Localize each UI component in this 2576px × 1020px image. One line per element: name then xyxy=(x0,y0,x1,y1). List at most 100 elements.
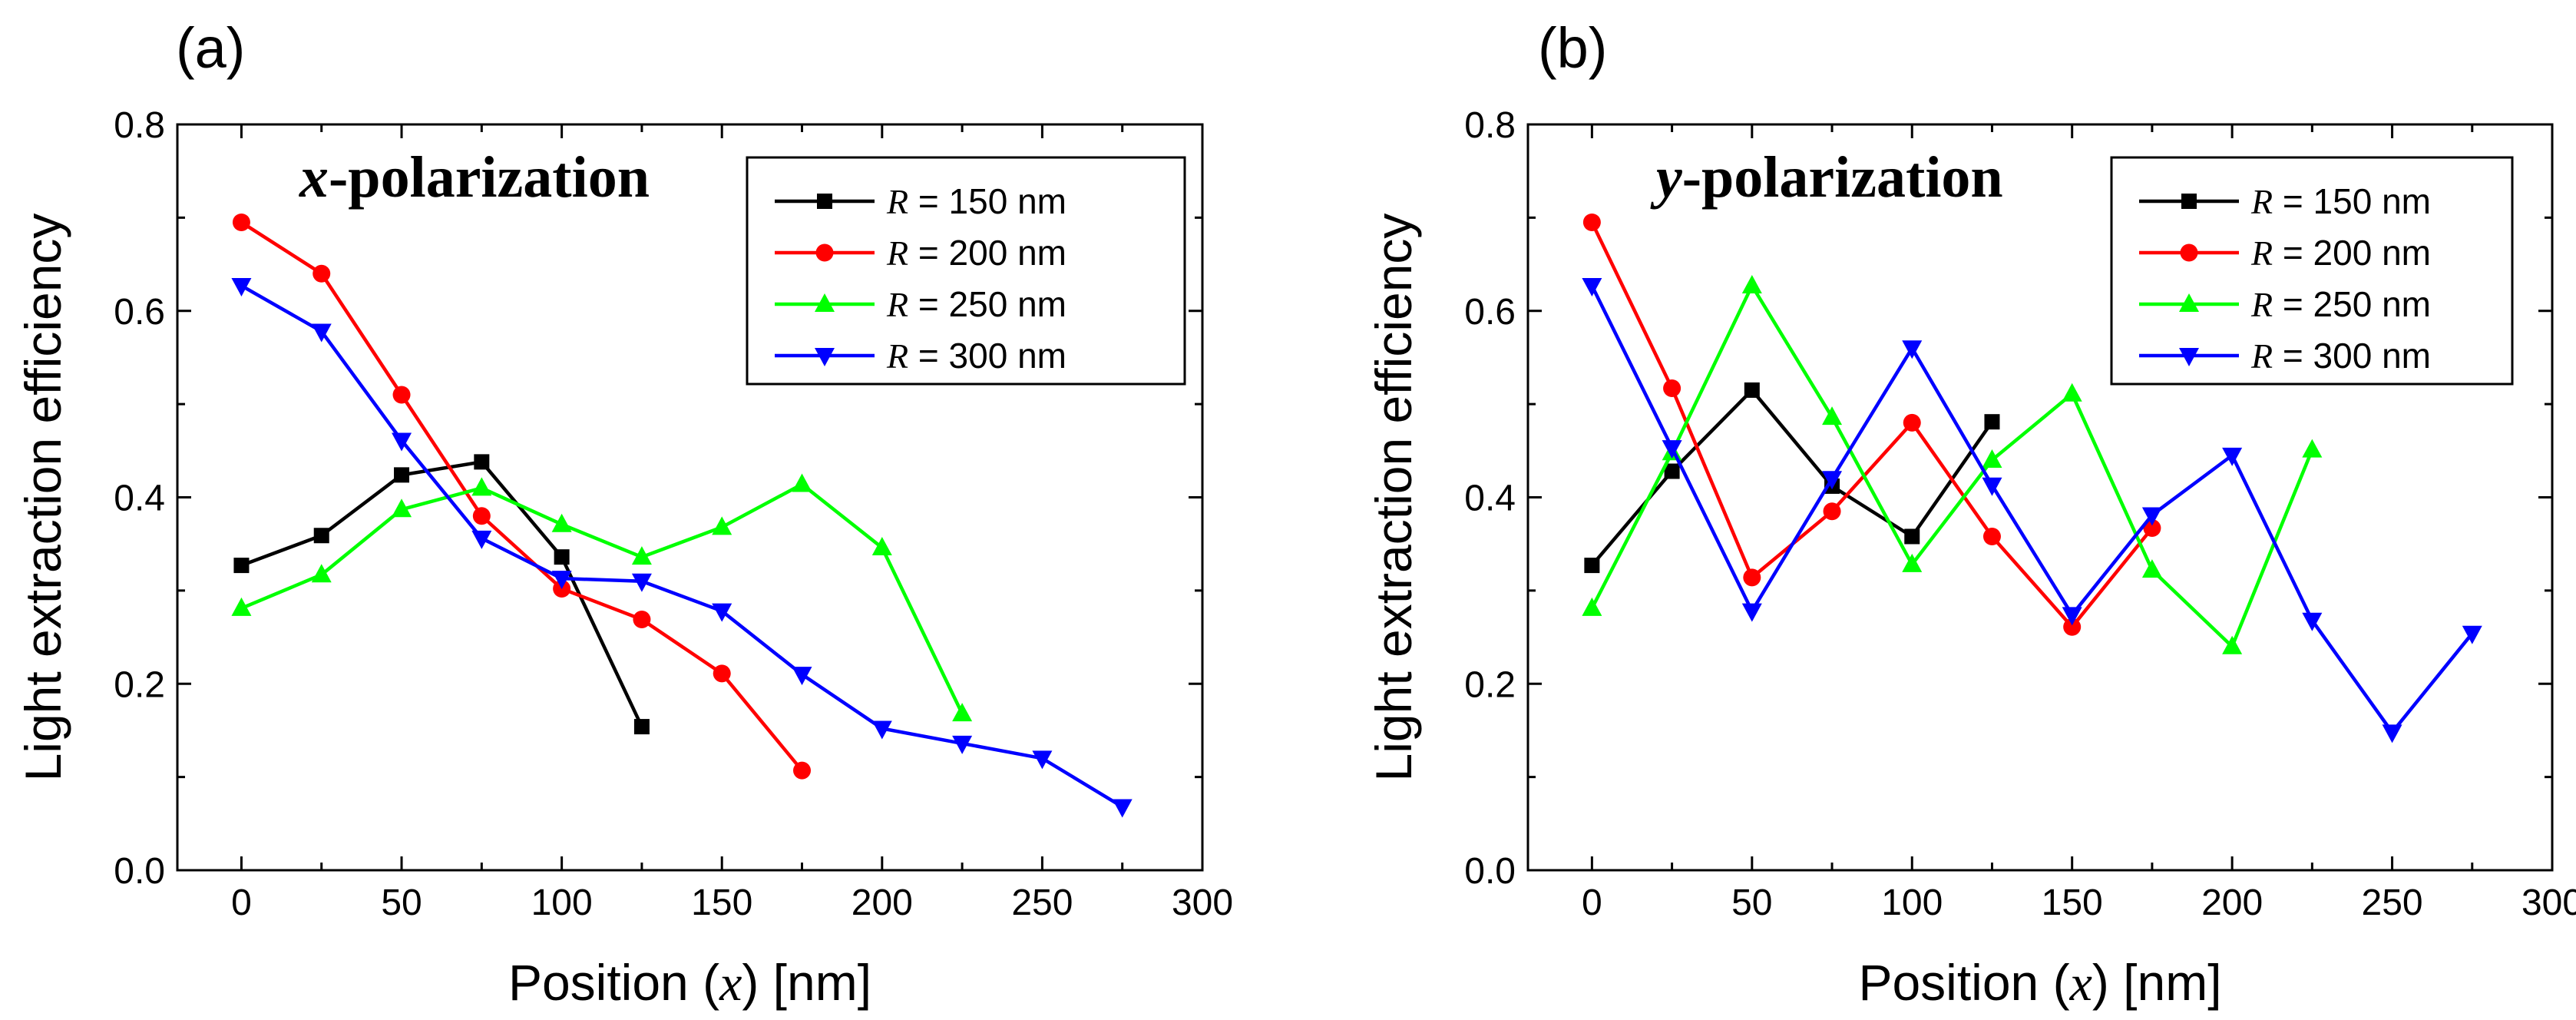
legend-item: R = 250 nm xyxy=(2139,284,2431,324)
chart-panel: (b) 0 50 100 150 200 250 300 0.0 0.2 0.4 0.6 0.8 Posi… xyxy=(1365,16,2576,1012)
x-tick-label: 0 xyxy=(1582,883,1602,923)
legend-label: R = 150 nm xyxy=(2250,181,2431,221)
x-tick-label: 200 xyxy=(852,883,913,923)
data-point xyxy=(631,546,652,565)
legend-marker xyxy=(815,293,835,312)
x-tick-label: 50 xyxy=(381,883,422,923)
y-tick-label: 0.2 xyxy=(1464,664,1516,705)
data-point xyxy=(793,761,812,780)
data-point xyxy=(1902,553,1923,572)
series-group xyxy=(1582,213,2161,636)
legend-marker xyxy=(2179,348,2199,366)
data-point xyxy=(1663,379,1682,397)
data-point xyxy=(1032,750,1053,770)
legend-item: R = 200 nm xyxy=(2139,233,2431,273)
legend-item: R = 150 nm xyxy=(2139,181,2431,221)
legend-label-variable: R xyxy=(886,233,908,273)
y-axis-label: Light extraction efficiency xyxy=(1365,214,1422,782)
data-point xyxy=(474,454,490,470)
series-line xyxy=(240,220,804,772)
data-point xyxy=(871,537,892,556)
data-point xyxy=(712,516,732,535)
legend-label-text: = 150 nm xyxy=(908,181,1066,221)
data-point xyxy=(1584,558,1600,574)
y-tick-label: 0.6 xyxy=(114,292,165,333)
data-point xyxy=(1741,274,1762,293)
data-point xyxy=(2222,635,2243,654)
y-tick-label: 0.0 xyxy=(114,851,165,892)
data-point xyxy=(792,667,812,686)
data-point xyxy=(232,213,250,231)
legend-marker xyxy=(817,194,832,209)
series-line xyxy=(240,284,1123,809)
data-point xyxy=(311,564,332,583)
legend-label-variable: R xyxy=(2250,336,2273,376)
series-line xyxy=(240,459,643,728)
legend-label: R = 300 nm xyxy=(886,336,1066,376)
data-point xyxy=(1822,406,1843,426)
data-point xyxy=(1744,382,1760,398)
x-tick-label: 250 xyxy=(1011,883,1073,923)
plot-title-variable: x xyxy=(299,145,329,210)
x-axis-label-text: ) [nm] xyxy=(742,954,871,1011)
x-tick-label: 150 xyxy=(691,883,752,923)
legend-label-variable: R xyxy=(886,336,908,376)
data-point xyxy=(2382,724,2402,743)
series-line xyxy=(240,482,964,715)
x-axis-label-text: Position ( xyxy=(1858,954,2069,1011)
data-point xyxy=(313,528,329,544)
x-axis-label: Position (x) [nm] xyxy=(1858,954,2221,1012)
series-group xyxy=(232,213,812,780)
plot-title-text: -polarization xyxy=(329,145,650,210)
chart-panel: (a) 0 50 100 150 200 250 300 0.0 0.2 0.4 0.6 0.8 Posi… xyxy=(15,16,1233,1012)
data-point xyxy=(952,735,973,754)
data-point xyxy=(633,611,651,629)
x-tick-label: 150 xyxy=(2042,883,2103,923)
legend-label-variable: R xyxy=(2250,285,2273,324)
legend-label-variable: R xyxy=(886,182,908,221)
data-point xyxy=(471,530,492,549)
legend-marker xyxy=(2181,194,2197,209)
data-point xyxy=(554,549,570,565)
series-line xyxy=(1590,282,2314,650)
panel-label: (b) xyxy=(1538,16,1607,80)
data-point xyxy=(792,473,812,492)
x-axis-label-text: Position ( xyxy=(508,954,719,1011)
series-group xyxy=(233,454,650,735)
data-point xyxy=(1902,340,1923,359)
data-point xyxy=(1582,213,1601,231)
data-point xyxy=(394,467,410,483)
y-tick-label: 0.8 xyxy=(1464,105,1516,146)
data-point xyxy=(311,323,332,343)
legend-label-text: = 150 nm xyxy=(2273,181,2431,221)
data-point xyxy=(1823,502,1841,521)
data-point xyxy=(871,720,892,740)
data-point xyxy=(312,264,331,283)
legend: R = 150 nmR = 200 nmR = 250 nmR = 300 nm xyxy=(746,156,1186,386)
legend: R = 150 nm R = 200 nm R = 250 nm R = 300 nm xyxy=(2110,156,2514,386)
data-point xyxy=(471,477,492,496)
data-point xyxy=(1982,449,2002,468)
data-point xyxy=(392,498,412,518)
legend-item: R = 300 nm xyxy=(775,336,1066,376)
legend-marker xyxy=(2179,293,2199,312)
data-point xyxy=(2141,559,2162,578)
data-point xyxy=(712,603,732,622)
legend-label: R = 250 nm xyxy=(886,284,1066,324)
y-tick-label: 0.4 xyxy=(1464,479,1516,519)
data-point xyxy=(2141,507,2162,526)
x-tick-label: 200 xyxy=(2201,883,2263,923)
legend-item: R = 300 nm xyxy=(2139,336,2431,376)
data-point xyxy=(1904,528,1920,545)
legend-item: R = 200 nm xyxy=(775,233,1066,273)
legend-marker xyxy=(815,348,835,366)
legend-label: R = 200 nm xyxy=(2250,233,2431,273)
legend-label-text: = 300 nm xyxy=(908,336,1066,376)
data-point xyxy=(551,571,572,590)
data-point xyxy=(713,664,731,683)
legend-label: R = 150 nm xyxy=(886,181,1066,221)
data-point xyxy=(1582,277,1602,296)
data-point xyxy=(631,573,652,592)
legend-label-text: = 250 nm xyxy=(2273,284,2431,324)
legend-label-text: = 200 nm xyxy=(908,233,1066,273)
